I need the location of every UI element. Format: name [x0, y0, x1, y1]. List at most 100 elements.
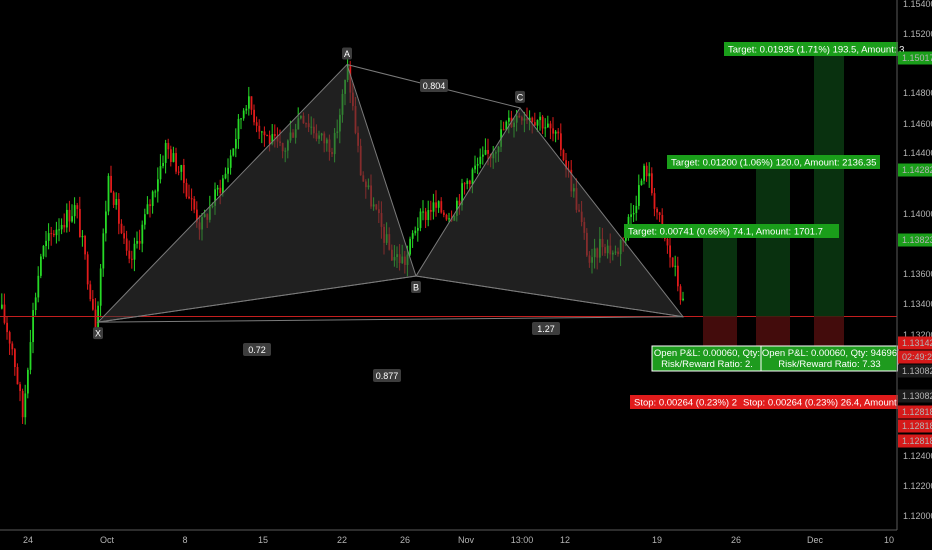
candle-body	[487, 150, 489, 154]
target-label: Target: 0.00741 (0.66%) 74.1, Amount: 17…	[628, 227, 823, 238]
candle-body	[170, 149, 172, 162]
candle-body	[154, 191, 157, 193]
candle-body	[528, 117, 531, 121]
candle-body	[146, 204, 149, 215]
price-tag	[898, 350, 932, 364]
candle-body	[645, 165, 648, 177]
candle-body	[682, 298, 684, 301]
candle-body	[229, 155, 232, 168]
candle-body	[8, 332, 11, 344]
price-tick-label: 1.14600	[903, 119, 932, 129]
candle-body	[417, 227, 419, 231]
candle-body	[188, 196, 190, 199]
candle-body	[214, 189, 216, 206]
candle-body	[261, 131, 263, 133]
risk-reward-line: Risk/Reward Ratio: 2.	[661, 359, 753, 370]
candle-body	[466, 180, 469, 185]
candle-body	[463, 183, 466, 185]
candle-body	[541, 116, 544, 129]
ratio-label: 0.72	[248, 345, 266, 355]
candle-body	[666, 238, 669, 246]
candle-body	[502, 129, 505, 131]
candle-body	[658, 212, 661, 215]
risk-reward-line: Risk/Reward Ratio: 7.33	[778, 359, 880, 370]
price-tag-label: 02:49:21	[902, 352, 932, 362]
candle-body	[430, 210, 432, 212]
candle-body	[539, 116, 541, 121]
candle-body	[427, 210, 430, 220]
candle-body	[422, 211, 424, 213]
price-tag	[898, 51, 932, 65]
candle-body	[86, 254, 89, 285]
price-tag-label: 1.13142	[902, 338, 932, 348]
price-tick-label: 1.14000	[903, 209, 932, 219]
price-tag	[898, 419, 932, 433]
candle-body	[120, 223, 123, 234]
time-tick-label: 15	[258, 535, 268, 545]
candle-body	[471, 169, 474, 185]
candle-body	[3, 304, 6, 323]
pattern-point-tag	[93, 327, 103, 340]
candle-body	[227, 167, 229, 174]
candle-body	[42, 245, 45, 257]
candle-body	[6, 322, 8, 333]
candle-body	[505, 121, 508, 130]
candle-body	[653, 193, 656, 209]
candle-body	[640, 180, 643, 186]
pattern-point-label: B	[413, 283, 419, 293]
target-zone	[756, 163, 790, 317]
candle-body	[125, 238, 128, 251]
candle-body	[73, 205, 76, 217]
time-tick-label: 12	[560, 535, 570, 545]
candle-body	[136, 241, 138, 244]
time-tick-label: 13:00	[511, 535, 534, 545]
candle-body	[50, 233, 53, 235]
candle-body	[253, 109, 255, 123]
candle-body	[118, 199, 120, 224]
candle-body	[557, 131, 560, 134]
price-tick-label: 1.14800	[903, 88, 932, 98]
price-tag-label: 1.12818	[902, 436, 932, 446]
candle-body	[183, 165, 185, 183]
position-zones	[703, 52, 844, 353]
candle-body	[508, 117, 510, 122]
candle-body	[448, 218, 450, 220]
candle-body	[105, 211, 107, 234]
time-tick-label: Nov	[458, 535, 475, 545]
time-tick-label: 10	[884, 535, 894, 545]
ratio-label: 0.804	[423, 81, 446, 91]
time-tick-label: 22	[337, 535, 347, 545]
candle-body	[232, 148, 235, 156]
time-tick-label: Oct	[100, 535, 115, 545]
price-tick-label: 1.12000	[903, 511, 932, 521]
candle-body	[133, 243, 136, 260]
time-tick-label: 26	[731, 535, 741, 545]
candle-body	[258, 125, 261, 132]
price-tag-label: 1.13082	[902, 366, 932, 376]
candle-body	[24, 393, 27, 418]
candle-body	[55, 229, 58, 236]
candle-body	[544, 127, 547, 129]
candle-body	[16, 367, 19, 385]
candle-body	[419, 211, 422, 228]
candle-body	[89, 284, 92, 300]
stop-box	[630, 395, 739, 409]
candle-body	[141, 224, 144, 244]
time-tick-label: 19	[652, 535, 662, 545]
candle-body	[162, 162, 164, 167]
candle-body	[674, 265, 677, 267]
ratio-label: 0.877	[376, 371, 399, 381]
candle-body	[164, 142, 167, 163]
candle-body	[240, 118, 242, 120]
pattern-ratio-line	[415, 275, 684, 318]
candle-body	[266, 135, 268, 137]
candle-body	[479, 156, 482, 165]
candle-body	[138, 241, 141, 244]
candle-body	[432, 202, 435, 212]
price-tick-label: 1.13400	[903, 299, 932, 309]
candle-body	[482, 154, 484, 157]
price-tag-label: 1.13082	[902, 391, 932, 401]
target-zone	[703, 236, 737, 317]
